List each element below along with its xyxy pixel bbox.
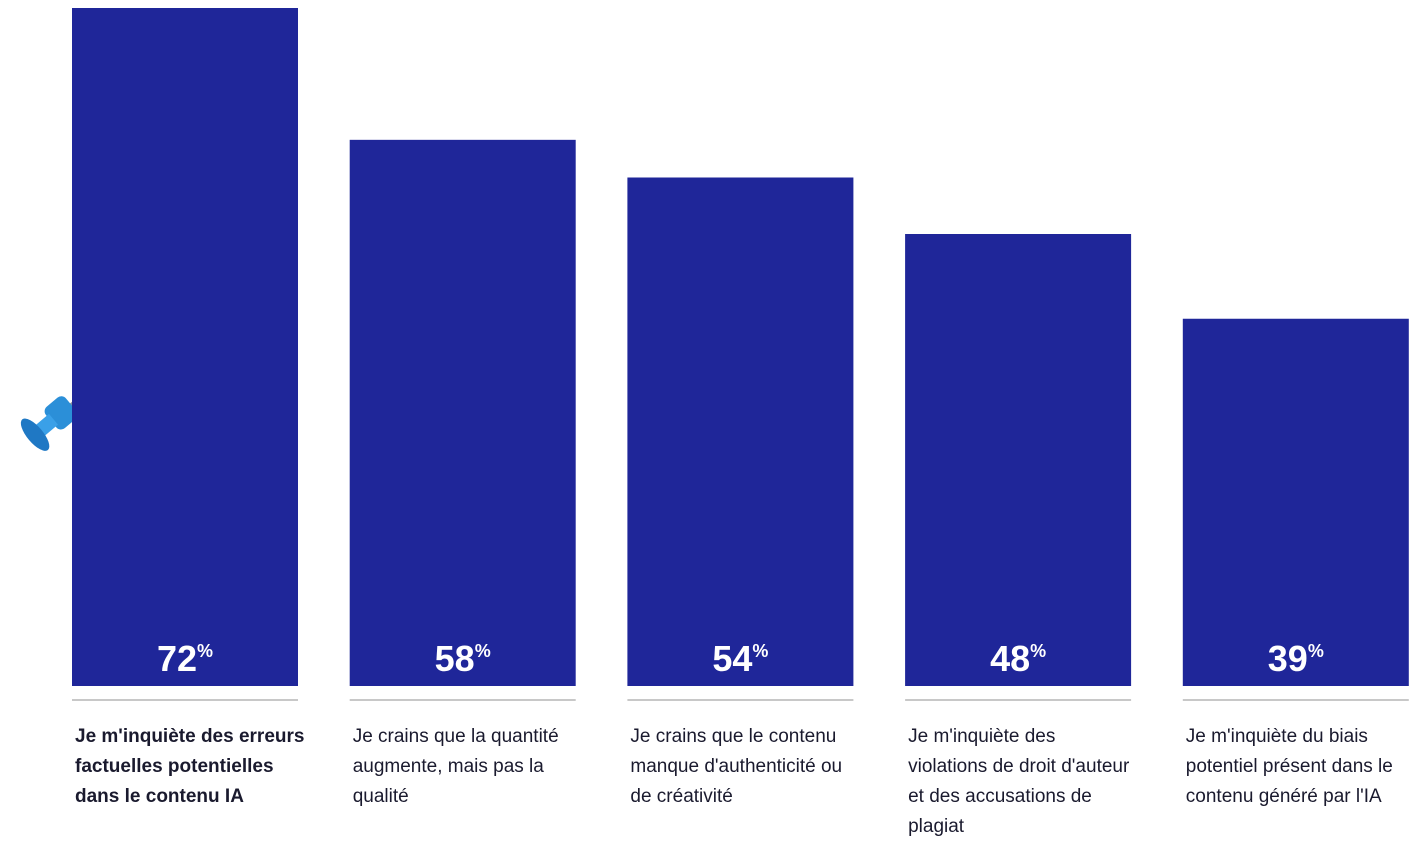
category-label: Je m'inquiète des erreurs factuelles pot…: [75, 726, 305, 807]
category-label: Je crains que le contenu manque d'authen…: [630, 726, 843, 807]
bar: [1182, 318, 1409, 686]
category-label: Je m'inquiète des violations de droit d'…: [908, 726, 1130, 837]
value-label: 48%: [990, 638, 1046, 679]
bar: [72, 8, 298, 686]
value-label: 72%: [157, 638, 213, 679]
bar: [905, 234, 1132, 686]
category-label: Je crains que la quantité augmente, mais…: [352, 726, 559, 807]
category-label: Je m'inquiète du biais potentiel présent…: [1185, 726, 1393, 807]
value-label: 39%: [1268, 638, 1324, 679]
value-label: 58%: [435, 638, 491, 679]
bar: [349, 139, 576, 687]
value-label: 54%: [712, 638, 768, 679]
bar: [627, 177, 854, 686]
